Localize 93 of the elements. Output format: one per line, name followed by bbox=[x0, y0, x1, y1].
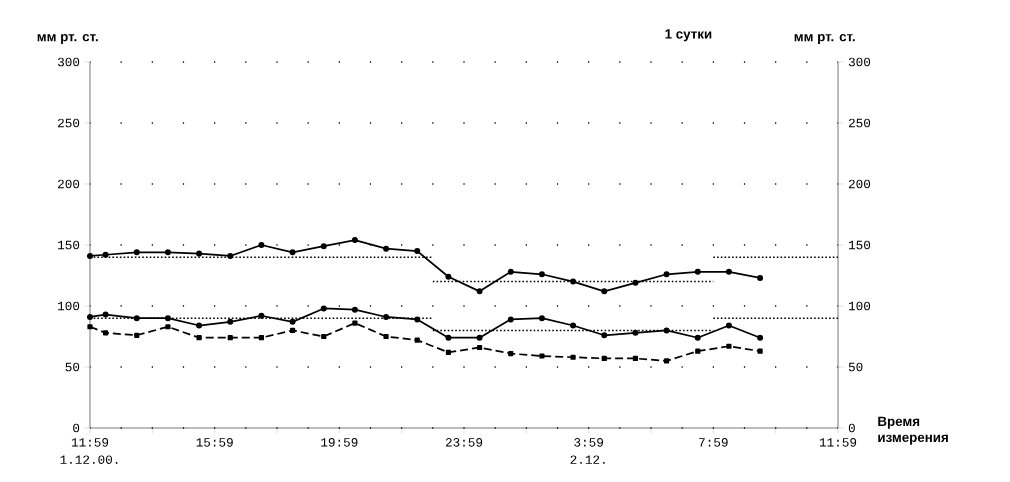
y-tick-label: 100 bbox=[58, 301, 80, 311]
point bbox=[725, 268, 732, 275]
point bbox=[663, 327, 670, 334]
y-tick-label: 150 bbox=[58, 240, 80, 250]
point bbox=[414, 337, 420, 343]
point bbox=[445, 349, 452, 355]
point bbox=[289, 249, 296, 256]
point bbox=[258, 312, 265, 319]
point bbox=[165, 324, 171, 330]
point bbox=[538, 271, 545, 278]
point bbox=[102, 330, 109, 336]
point bbox=[133, 315, 140, 322]
point bbox=[351, 306, 358, 313]
chart-title: 1 сутки bbox=[665, 29, 712, 42]
point bbox=[133, 249, 140, 256]
point bbox=[508, 350, 514, 357]
point bbox=[445, 273, 452, 280]
point bbox=[196, 322, 203, 329]
point bbox=[476, 334, 483, 341]
point bbox=[414, 316, 421, 323]
point bbox=[227, 318, 234, 325]
y-tick-label: 0 bbox=[73, 423, 80, 433]
point bbox=[757, 274, 764, 281]
y2-tick-label: 100 bbox=[848, 301, 871, 311]
y2-tick-label: 0 bbox=[848, 423, 855, 433]
point bbox=[320, 305, 327, 312]
point bbox=[725, 322, 732, 329]
point bbox=[694, 268, 701, 275]
point bbox=[695, 348, 701, 354]
y2-tick-label: 300 bbox=[848, 57, 871, 67]
point bbox=[726, 343, 732, 349]
point bbox=[663, 271, 670, 278]
point bbox=[570, 278, 577, 285]
point bbox=[632, 329, 639, 336]
point bbox=[414, 248, 421, 255]
point bbox=[352, 320, 358, 326]
point bbox=[196, 335, 202, 341]
point bbox=[601, 288, 608, 295]
x-tick-label: 15:59 bbox=[196, 438, 233, 447]
point bbox=[164, 315, 171, 322]
point bbox=[663, 358, 670, 364]
y2-tick-label: 150 bbox=[848, 240, 871, 250]
y-tick-label: 300 bbox=[57, 57, 80, 67]
point bbox=[601, 332, 608, 339]
point bbox=[102, 311, 109, 318]
x-tick-label: 19:59 bbox=[321, 438, 358, 447]
point bbox=[289, 327, 296, 334]
point bbox=[196, 250, 203, 257]
x-tick-label: 11:59 bbox=[819, 438, 857, 447]
point bbox=[320, 243, 327, 250]
text: 2.12. bbox=[570, 455, 605, 464]
point bbox=[538, 315, 545, 322]
y-tick-label: 50 bbox=[65, 362, 80, 372]
point bbox=[539, 353, 545, 359]
point bbox=[383, 313, 390, 320]
point bbox=[601, 355, 607, 362]
point bbox=[632, 279, 639, 286]
point bbox=[570, 354, 576, 360]
point bbox=[632, 355, 639, 362]
x-tick-label: 11:59 bbox=[71, 438, 109, 447]
point bbox=[164, 249, 171, 256]
point bbox=[351, 237, 358, 244]
point bbox=[570, 322, 577, 329]
point bbox=[383, 333, 389, 340]
point bbox=[134, 332, 140, 338]
y2-tick-label: 250 bbox=[848, 118, 871, 128]
point bbox=[694, 334, 701, 341]
point bbox=[289, 318, 296, 325]
y-axis-title: мм рт. ст. bbox=[37, 33, 98, 44]
point bbox=[102, 251, 109, 258]
x-tick-label: 3:59 bbox=[574, 438, 603, 447]
point bbox=[476, 288, 483, 295]
point bbox=[445, 334, 452, 341]
point bbox=[258, 335, 265, 341]
point bbox=[227, 252, 234, 259]
point bbox=[227, 335, 233, 341]
point bbox=[757, 348, 763, 354]
x-tick-label: 23:59 bbox=[445, 438, 483, 447]
y-tick-label: 250 bbox=[58, 118, 80, 128]
x-tick-label: 7:59 bbox=[699, 438, 728, 447]
y2-tick-label: 50 bbox=[848, 362, 863, 372]
point bbox=[383, 245, 390, 252]
point bbox=[321, 333, 327, 340]
point bbox=[476, 344, 483, 351]
text: 1.12.00. bbox=[60, 455, 118, 464]
point bbox=[258, 242, 265, 248]
y-tick-label: 200 bbox=[58, 179, 80, 189]
y2-tick-label: 200 bbox=[848, 179, 871, 189]
point bbox=[757, 334, 764, 341]
point bbox=[507, 316, 514, 323]
x-axis-title: Время измерения bbox=[878, 416, 948, 445]
y2-axis-title: мм рт. ст. bbox=[794, 33, 855, 44]
point bbox=[507, 268, 514, 275]
